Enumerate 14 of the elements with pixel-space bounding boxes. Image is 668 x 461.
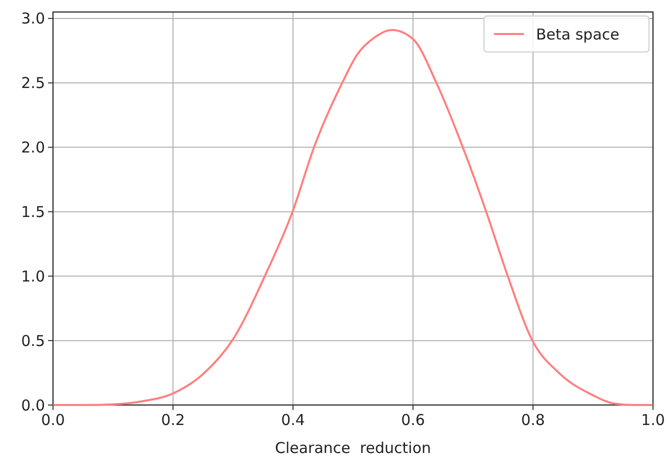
x-tick-label: 0.4 — [281, 411, 305, 429]
y-tick-label: 2.0 — [21, 138, 45, 157]
y-tick-label: 1.5 — [21, 202, 45, 221]
x-axis-title: Clearance reduction — [274, 439, 432, 457]
x-tick-label: 1.0 — [641, 411, 665, 429]
y-tick-label: 0.5 — [21, 332, 45, 350]
y-tick-label: 3.0 — [21, 10, 45, 28]
y-tick-label: 2.5 — [21, 74, 45, 92]
x-tick-label: 0.2 — [161, 411, 185, 429]
y-tick-label: 1.0 — [21, 267, 45, 286]
x-tick-label: 0.6 — [401, 411, 425, 429]
legend-label: Beta space — [536, 25, 620, 44]
line-series — [52, 29, 654, 406]
x-tick-label: 0.8 — [521, 411, 545, 429]
